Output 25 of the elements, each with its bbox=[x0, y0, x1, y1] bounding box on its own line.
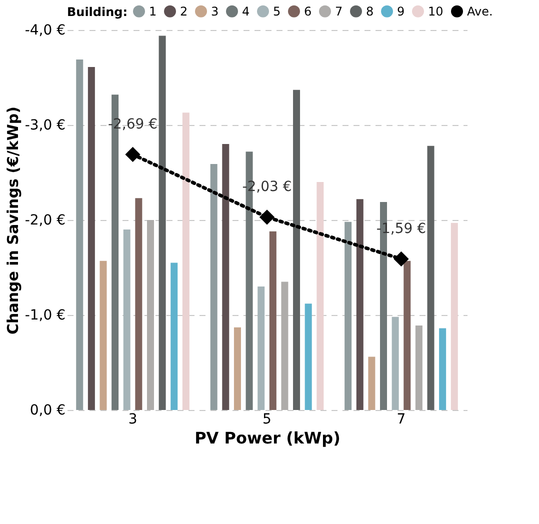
y-tick-label: -2,0 € bbox=[24, 212, 66, 228]
point bbox=[394, 251, 409, 267]
legend-title: Building: bbox=[67, 5, 128, 19]
legend-label: 7 bbox=[335, 4, 343, 18]
point bbox=[125, 146, 140, 162]
y-tick-label: 0,0 € bbox=[30, 402, 66, 418]
legend-label: 5 bbox=[273, 4, 281, 18]
legend-label: Ave. bbox=[467, 4, 493, 18]
point bbox=[259, 210, 275, 225]
y-tick-label: -4,0 € bbox=[24, 22, 66, 38]
legend-label: 6 bbox=[304, 4, 312, 18]
legend-label: 4 bbox=[242, 4, 250, 18]
legend-label: 10 bbox=[428, 4, 444, 18]
x-tick-label: 5 bbox=[262, 412, 272, 428]
y-tick-label: -3,0 € bbox=[24, 118, 66, 134]
legend-label: 3 bbox=[211, 4, 219, 18]
x-axis-title: PV Power (kWp) bbox=[194, 428, 340, 448]
y-tick-label: -1,0 € bbox=[24, 308, 66, 324]
legend-label: 8 bbox=[366, 4, 374, 18]
legend-label: 1 bbox=[149, 4, 157, 18]
y-axis-title: Change in Savings (€/kWp) bbox=[4, 106, 22, 334]
legend-label: 9 bbox=[397, 4, 405, 18]
x-tick-label: 7 bbox=[396, 412, 406, 428]
x-tick-label: 3 bbox=[128, 412, 138, 428]
legend-label: 2 bbox=[180, 4, 188, 18]
